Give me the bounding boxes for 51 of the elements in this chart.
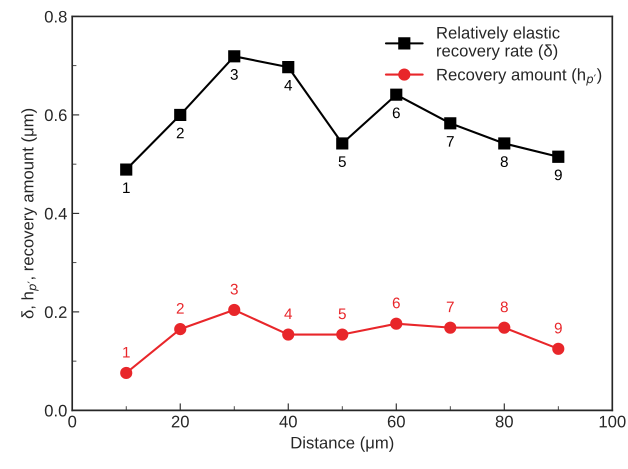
legend-label: Relatively elastic recovery rate (δ) <box>437 26 560 60</box>
annotation: 1 <box>123 182 130 193</box>
x-tick-label: 100 <box>600 416 626 428</box>
annotation: 3 <box>230 284 238 295</box>
y-tick-label: 0.8 <box>44 10 67 23</box>
annotation: 6 <box>392 298 400 308</box>
annotation: 5 <box>338 156 346 168</box>
point <box>228 50 240 62</box>
x-tick-label: 40 <box>279 416 297 428</box>
annotation: 9 <box>554 322 562 334</box>
annotation: 6 <box>392 107 400 118</box>
point <box>444 117 456 130</box>
y-tick-label: 0.0 <box>44 404 67 417</box>
point <box>336 328 348 341</box>
x-tick-label: 80 <box>496 416 513 428</box>
point <box>120 163 132 176</box>
annotation: 2 <box>176 128 184 138</box>
point <box>552 150 564 163</box>
annotation: 7 <box>446 302 454 312</box>
annotation: 8 <box>500 156 508 168</box>
point <box>282 61 294 74</box>
point <box>174 108 186 121</box>
annotation: 8 <box>500 301 508 312</box>
annotation: 2 <box>176 302 184 314</box>
annotation: 9 <box>554 169 562 180</box>
y-tick-label: 0.2 <box>44 306 67 318</box>
point <box>552 342 564 355</box>
annotation: 1 <box>123 346 130 358</box>
annotation: 4 <box>284 80 292 91</box>
point <box>390 88 402 101</box>
point <box>498 322 510 334</box>
point <box>336 137 348 150</box>
point <box>282 328 294 341</box>
y-tick-label: 0.4 <box>44 208 67 220</box>
x-axis-title: Distance (μm) <box>292 436 394 452</box>
legend-label: Recovery amount (h$_{p′}$) <box>437 68 602 86</box>
point <box>228 304 240 316</box>
annotation: 5 <box>338 308 346 320</box>
annotation: 3 <box>230 69 238 80</box>
annotation: 7 <box>446 136 454 147</box>
point <box>444 322 456 334</box>
y-axis-title: δ, h$_{p′}$, recovery amount (μm) <box>21 108 39 318</box>
x-tick-label: 60 <box>388 416 405 428</box>
point <box>498 137 510 150</box>
point <box>174 323 186 336</box>
y-tick-label: 0.6 <box>44 109 67 122</box>
point <box>120 366 132 380</box>
annotation: 4 <box>284 308 292 320</box>
x-tick-label: 20 <box>172 416 189 428</box>
x-tick-label: 0 <box>68 416 76 428</box>
point <box>390 318 402 330</box>
